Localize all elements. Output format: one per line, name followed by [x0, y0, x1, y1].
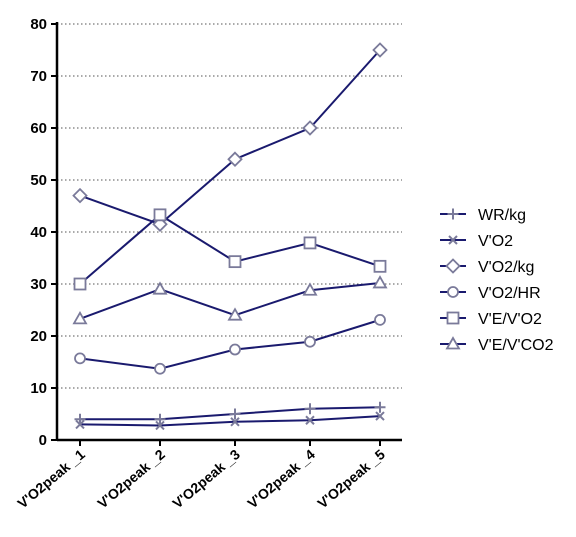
- legend-item: V'E/V'O2: [440, 311, 542, 328]
- y-tick-label: 10: [30, 380, 47, 397]
- series-line: [79, 281, 381, 320]
- legend-item: V'E/V'CO2: [440, 336, 554, 354]
- legend-label: V'O2: [478, 233, 513, 250]
- data-point: [305, 415, 315, 425]
- data-point: [227, 307, 243, 321]
- data-point: [228, 255, 242, 269]
- series-0: [74, 401, 386, 425]
- legend-item: WR/kg: [440, 207, 526, 224]
- legend-marker: [445, 336, 461, 350]
- data-point: [374, 401, 386, 413]
- series-2: [72, 42, 388, 232]
- series-4: [73, 208, 387, 291]
- data-point: [304, 403, 316, 415]
- data-point: [373, 259, 387, 273]
- series-line: [79, 318, 381, 370]
- data-point: [154, 362, 166, 375]
- y-tick-label: 80: [30, 16, 47, 33]
- data-point: [302, 120, 318, 136]
- legend-marker: [447, 286, 459, 298]
- data-point: [229, 408, 241, 420]
- y-tick-label: 50: [30, 172, 47, 189]
- y-tick-label: 30: [30, 276, 47, 293]
- legend-marker: [446, 311, 460, 325]
- legend-label: V'O2/HR: [478, 285, 541, 302]
- data-point: [74, 352, 86, 365]
- data-point: [153, 208, 167, 222]
- series-1: [75, 411, 385, 431]
- data-point: [152, 281, 168, 295]
- data-point: [230, 417, 240, 427]
- legend-label: V'O2/kg: [478, 259, 534, 276]
- series-5: [72, 275, 388, 325]
- y-tick-label: 70: [30, 68, 47, 85]
- series-line: [79, 415, 381, 427]
- x-tick-label: V'O2peak _4: [244, 446, 318, 512]
- legend-label: V'E/V'O2: [478, 311, 542, 328]
- legend-item: V'O2/kg: [440, 258, 534, 276]
- data-point: [154, 413, 166, 425]
- x-tick-label: V'O2peak _2: [94, 446, 168, 512]
- data-point: [72, 311, 88, 325]
- y-tick-label: 60: [30, 120, 47, 137]
- data-point: [74, 413, 86, 425]
- data-point: [155, 420, 165, 431]
- x-tick-label: V'O2peak _5: [314, 446, 388, 512]
- y-tick-label: 20: [30, 328, 47, 345]
- y-tick-label: 0: [39, 432, 47, 449]
- series-3: [74, 313, 386, 375]
- data-point: [72, 187, 88, 204]
- data-point: [229, 343, 241, 356]
- y-tick-label: 40: [30, 224, 47, 241]
- legend-item: V'O2/HR: [440, 285, 541, 302]
- legend-marker: [448, 235, 458, 245]
- legend-item: V'O2: [440, 233, 513, 250]
- data-point: [372, 275, 388, 289]
- legend-label: WR/kg: [478, 207, 526, 224]
- series-line: [79, 213, 381, 285]
- data-point: [73, 277, 87, 291]
- x-tick-label: V'O2peak _3: [169, 446, 243, 512]
- legend-label: V'E/V'CO2: [478, 337, 554, 354]
- data-point: [374, 313, 386, 326]
- data-point: [303, 236, 317, 250]
- data-point: [227, 151, 243, 167]
- x-tick-label: V'O2peak _1: [14, 446, 88, 512]
- data-point: [302, 282, 318, 296]
- data-point: [75, 419, 85, 430]
- data-point: [372, 42, 388, 58]
- data-point: [375, 411, 385, 421]
- data-point: [304, 335, 316, 348]
- legend-marker: [445, 258, 461, 274]
- legend-marker: [447, 208, 459, 220]
